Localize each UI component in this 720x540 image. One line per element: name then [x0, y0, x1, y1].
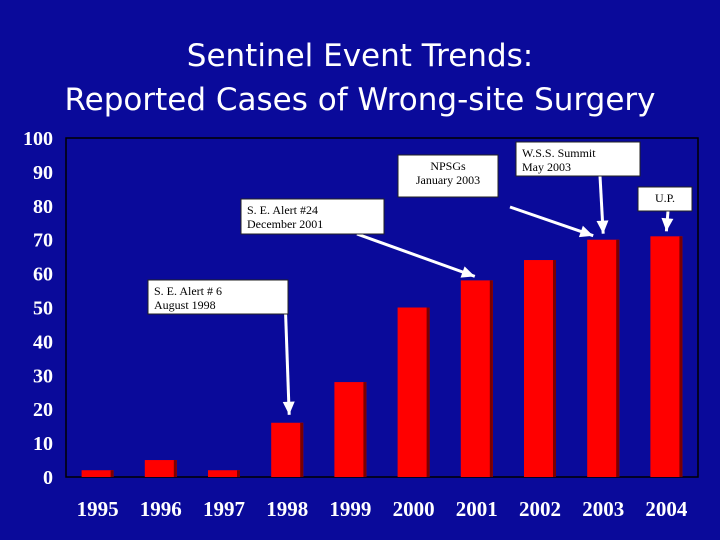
- bar-shade-2003: [616, 239, 620, 477]
- y-tick-label: 70: [33, 230, 53, 252]
- bar-1995: [81, 470, 114, 477]
- x-axis-ticks: 1995 1996 1997 1998 1999 2000 2001 2002 2003 2004: [77, 497, 688, 521]
- annotation-arrow: [283, 296, 291, 415]
- annotation-arrowhead: [596, 220, 609, 234]
- y-tick-label: 30: [33, 365, 53, 387]
- annotation-arrow: [509, 205, 594, 238]
- y-tick-label: 20: [33, 399, 53, 421]
- annotation-arrowhead: [460, 266, 475, 278]
- bar-shade-2000: [426, 307, 430, 477]
- bar-shade-2001: [489, 280, 493, 477]
- chart-subtitle: Reported Cases of Wrong-site Surgery: [64, 82, 656, 118]
- annotation-text: U.P.: [655, 191, 675, 205]
- x-tick-label: 1997: [203, 497, 245, 521]
- bar-2002: [524, 260, 556, 477]
- bar-1999: [334, 382, 367, 477]
- annotation-box-bg: [240, 198, 385, 235]
- x-tick-label: 2003: [582, 497, 624, 521]
- bar-shade-1997: [237, 470, 240, 477]
- bar-1996: [144, 460, 177, 477]
- annotation-text: S. E. Alert #24: [247, 203, 318, 217]
- x-tick-label: 1996: [140, 497, 182, 521]
- bar-shade-1995: [110, 470, 114, 477]
- annotation-text: August 1998: [154, 298, 216, 312]
- bar-2000: [397, 307, 430, 477]
- annotation-box-bg: [515, 141, 641, 177]
- y-tick-label: 0: [43, 467, 53, 489]
- bar-1998: [271, 422, 304, 477]
- annotation-arrow: [356, 232, 476, 278]
- bar-shade-2002: [553, 260, 556, 477]
- x-tick-label: 2001: [456, 497, 498, 521]
- annotation-box-bg: [397, 154, 499, 198]
- bar-2001: [460, 280, 493, 477]
- x-tick-label: 1998: [266, 497, 308, 521]
- bars: [81, 236, 683, 477]
- x-tick-label: 2000: [393, 497, 435, 521]
- annotation-box-bg: [637, 186, 693, 212]
- chart-title: Sentinel Event Trends:: [186, 38, 534, 74]
- annotation-box: U.P.: [637, 186, 693, 212]
- y-tick-label: 60: [33, 264, 53, 286]
- annotation-arrowhead: [282, 401, 295, 415]
- bar-2004: [650, 236, 683, 477]
- annotation-arrowhead: [578, 225, 594, 238]
- bar-2003: [587, 239, 620, 477]
- annotation-text: December 2001: [247, 217, 323, 231]
- annotation-text: S. E. Alert # 6: [154, 284, 222, 298]
- y-axis-ticks: 0 10 20 30 40 50 60 70 80 90 100: [23, 128, 53, 489]
- y-tick-label: 80: [33, 196, 53, 218]
- plot-area: [65, 137, 699, 478]
- annotation-text: NPSGs: [430, 159, 466, 173]
- bar-shade-2004: [679, 236, 683, 477]
- annotation-text: January 2003: [416, 173, 480, 187]
- y-tick-label: 40: [33, 331, 53, 353]
- x-tick-label: 2004: [645, 497, 688, 521]
- y-tick-label: 50: [33, 298, 53, 320]
- annotation-arrowhead: [661, 217, 674, 232]
- annotation-box-bg: [147, 279, 289, 315]
- annotation-text: W.S.S. Summit: [522, 146, 596, 160]
- x-tick-label: 2002: [519, 497, 561, 521]
- annotation-text: May 2003: [522, 160, 571, 174]
- x-tick-label: 1995: [77, 497, 119, 521]
- bar-shade-1996: [173, 460, 177, 477]
- y-tick-label: 90: [33, 162, 53, 184]
- y-tick-label: 100: [23, 128, 53, 150]
- y-tick-label: 10: [33, 433, 53, 455]
- bar-1997: [208, 470, 240, 477]
- annotation-arrows: [282, 175, 674, 415]
- x-tick-label: 1999: [329, 497, 371, 521]
- bar-shade-1998: [300, 422, 304, 477]
- bar-shade-1999: [363, 382, 367, 477]
